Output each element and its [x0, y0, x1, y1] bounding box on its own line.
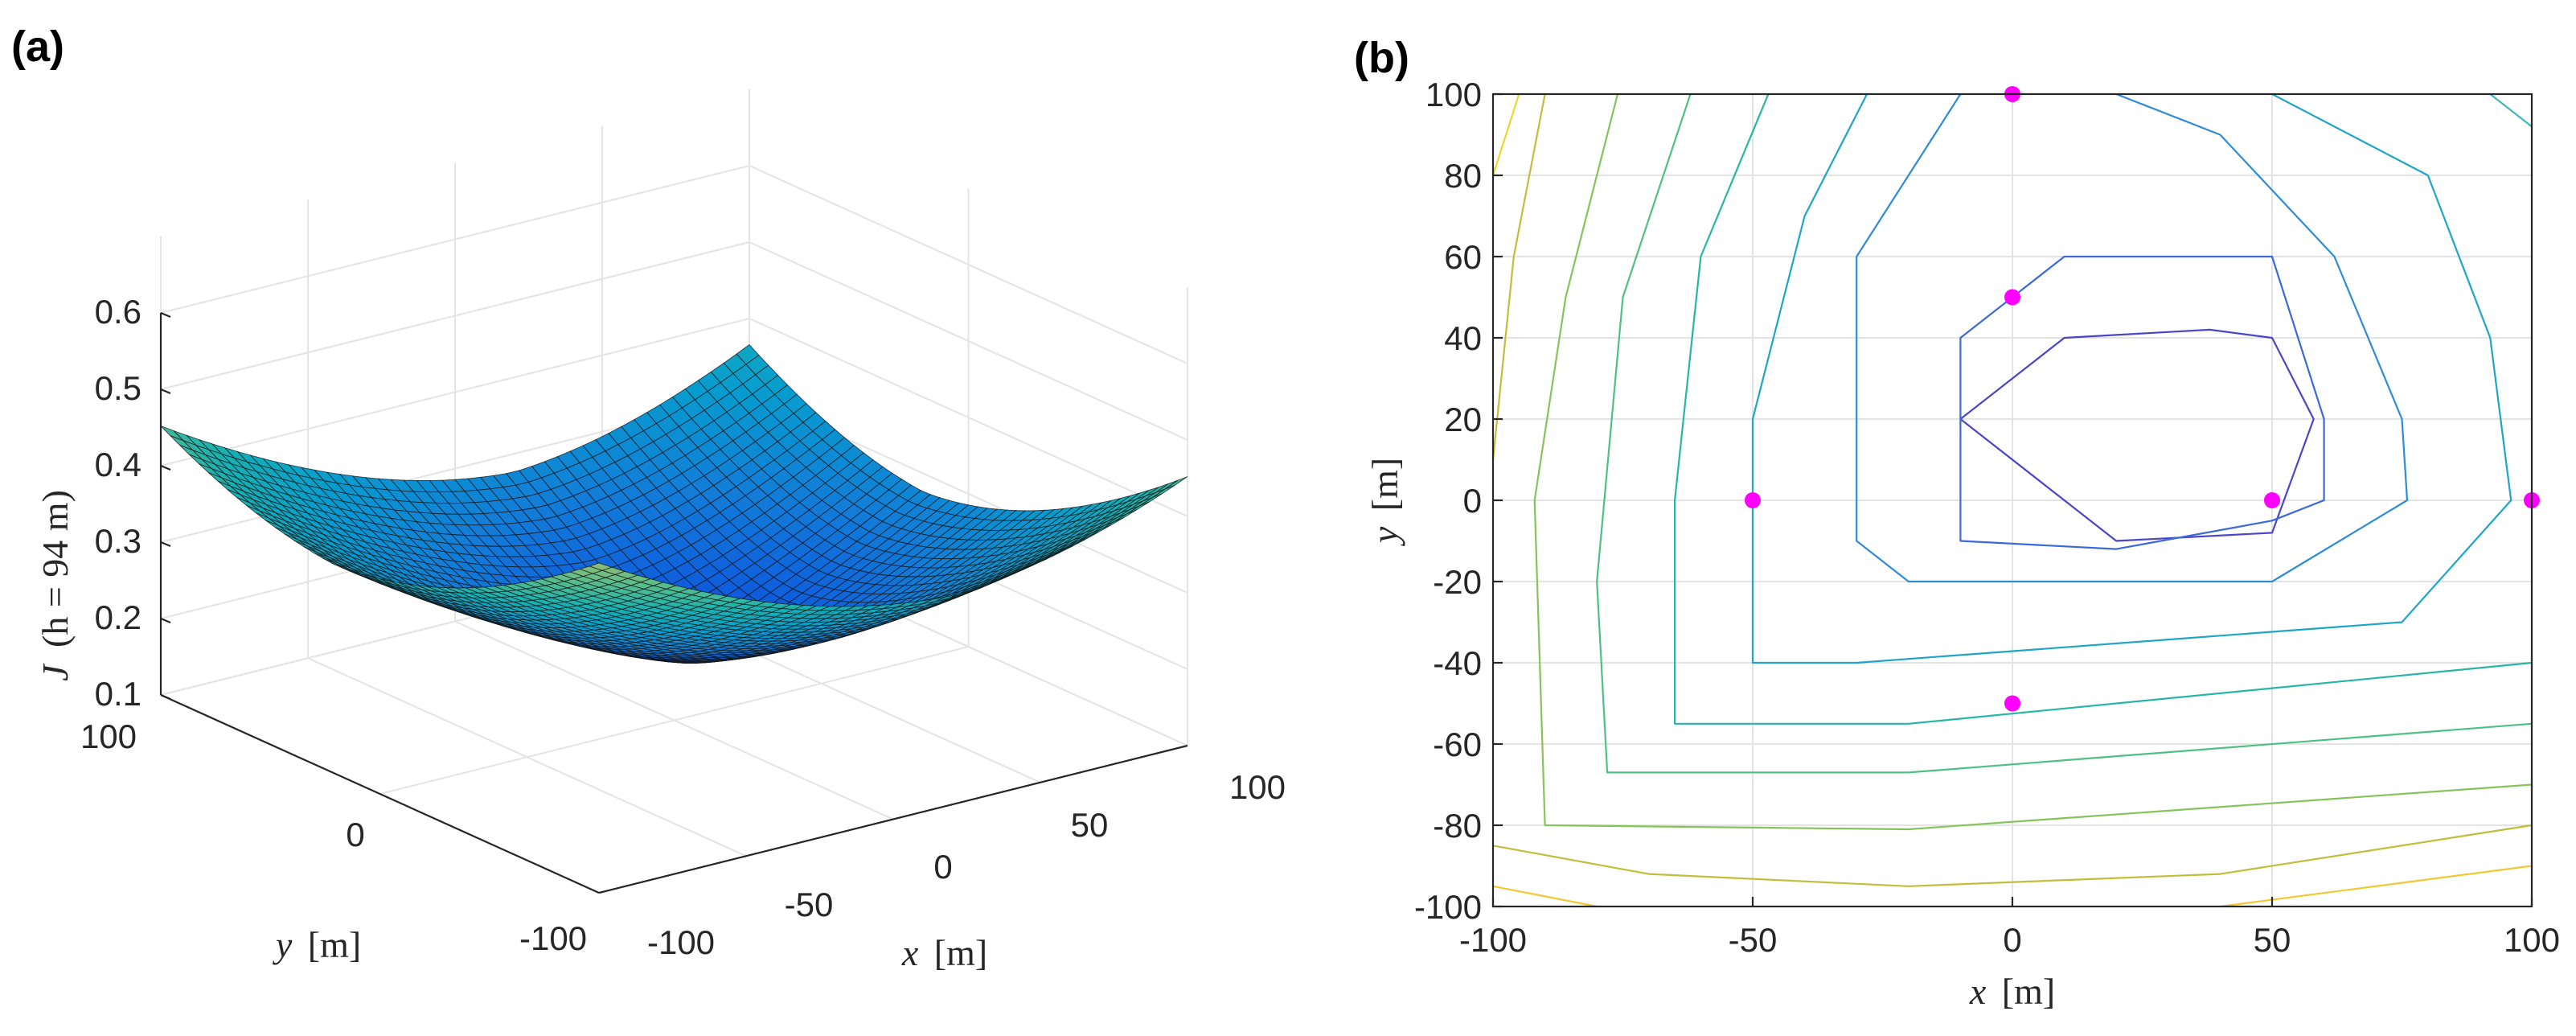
contour-line	[1959, 328, 2315, 542]
x-tick-label: -100	[647, 923, 715, 961]
y-tick-label: 100	[1425, 76, 1482, 113]
contour-line	[1492, 824, 2533, 887]
surface-x-axis-label: x [m]	[901, 932, 987, 973]
x-tick-label: 100	[2504, 921, 2560, 959]
y-tick-label: 60	[1444, 238, 1482, 276]
marker-point	[1745, 492, 1761, 508]
contour-line	[1856, 92, 2409, 583]
contour-grid	[1492, 93, 2533, 907]
contour-line	[1492, 885, 1598, 908]
contour-tick-labels: -100 -50 0 50 100 -100 -80 -60 -40 -20 0 20 40 60 80 10…	[1414, 76, 2560, 959]
panel-b-label: (b)	[1354, 34, 1409, 82]
y-tick-label: 0	[1463, 482, 1482, 520]
panel-b-contour-plot: (b) -100 -50 0 50 100 -100 -80 -60 -40 -20 0 20 40 60…	[1354, 34, 2560, 1012]
z-tick-mark	[160, 617, 171, 624]
y-tick-label: -100	[1414, 888, 1482, 926]
marker-point	[2004, 695, 2020, 712]
x-tick-label: -50	[785, 886, 834, 923]
z-axis-ticks: 0.1 0.2 0.3 0.4 0.5 0.6	[95, 293, 142, 713]
surface-mesh	[160, 343, 1188, 664]
surface-z-axis-label: J (h = 94 m)	[35, 490, 76, 681]
y-axis-line	[160, 693, 600, 894]
contour-line	[1751, 93, 2512, 664]
z-tick-label: 0.4	[95, 446, 142, 483]
contour-line	[1596, 93, 2533, 774]
contour-line	[1674, 93, 2533, 725]
marker-points	[1745, 86, 2540, 712]
contour-line	[1491, 93, 1546, 460]
y-tick-label: -40	[1433, 644, 1482, 682]
z-gridline	[160, 164, 1188, 364]
y-axis-ticks: 100 0 -100	[80, 717, 587, 957]
surface-patch	[1164, 476, 1188, 490]
x-tick-label: 100	[1229, 768, 1286, 806]
contour-x-axis-label: x [m]	[1969, 971, 2055, 1012]
y-tick-label: 100	[80, 717, 137, 755]
contour-lines	[1491, 92, 2533, 908]
y-floor-gridline	[379, 646, 969, 795]
x-tick-label: 0	[933, 848, 952, 886]
x-axis-ticks: -100 -50 0 50 100	[647, 768, 1286, 961]
z-tick-label: 0.2	[95, 598, 142, 636]
contour-line	[2489, 93, 2533, 128]
contour-line	[2220, 865, 2533, 908]
marker-point	[2004, 289, 2020, 306]
z-tick-mark	[160, 464, 171, 471]
x-tick-label: 50	[1071, 806, 1109, 844]
x-tick-label: -50	[1729, 921, 1778, 959]
z-tick-label: 0.1	[95, 675, 142, 713]
y-tick-label: -100	[519, 919, 587, 957]
z-tick-mark	[160, 388, 171, 395]
marker-point	[2264, 492, 2280, 508]
z-tick-mark	[160, 693, 171, 701]
y-tick-label: 80	[1444, 157, 1482, 195]
z-tick-mark	[160, 541, 171, 548]
x-tick-label: -100	[1459, 921, 1527, 959]
contour-line	[1959, 255, 2325, 550]
y-tick-label: -20	[1433, 563, 1482, 601]
y-tick-label: -80	[1433, 807, 1482, 845]
contour-y-axis-label: y [m]	[1364, 458, 1405, 546]
x-tick-label: 0	[2003, 921, 2021, 959]
contour-line	[1533, 93, 2533, 831]
surface-patch	[588, 562, 613, 571]
z-tick-label: 0.3	[95, 522, 142, 560]
z-tick-mark	[160, 311, 171, 319]
y-tick-label: 0	[346, 816, 364, 853]
panel-a-surface-plot: (a) 0.1 0.2 0.3 0.4 0.5 0.6 100 0 -100 -…	[11, 23, 1286, 973]
panel-a-label: (a)	[11, 23, 64, 71]
x-tick-label: 50	[2254, 921, 2291, 959]
z-tick-label: 0.5	[95, 369, 142, 407]
y-tick-label: 40	[1444, 319, 1482, 357]
z-tick-label: 0.6	[95, 293, 142, 331]
contour-line	[1491, 93, 1520, 176]
surface-y-axis-label: y [m]	[273, 924, 361, 965]
y-tick-label: -60	[1433, 726, 1482, 763]
x-axis-line	[598, 744, 1188, 894]
surface-axes	[159, 311, 1188, 894]
y-tick-label: 20	[1444, 401, 1482, 438]
